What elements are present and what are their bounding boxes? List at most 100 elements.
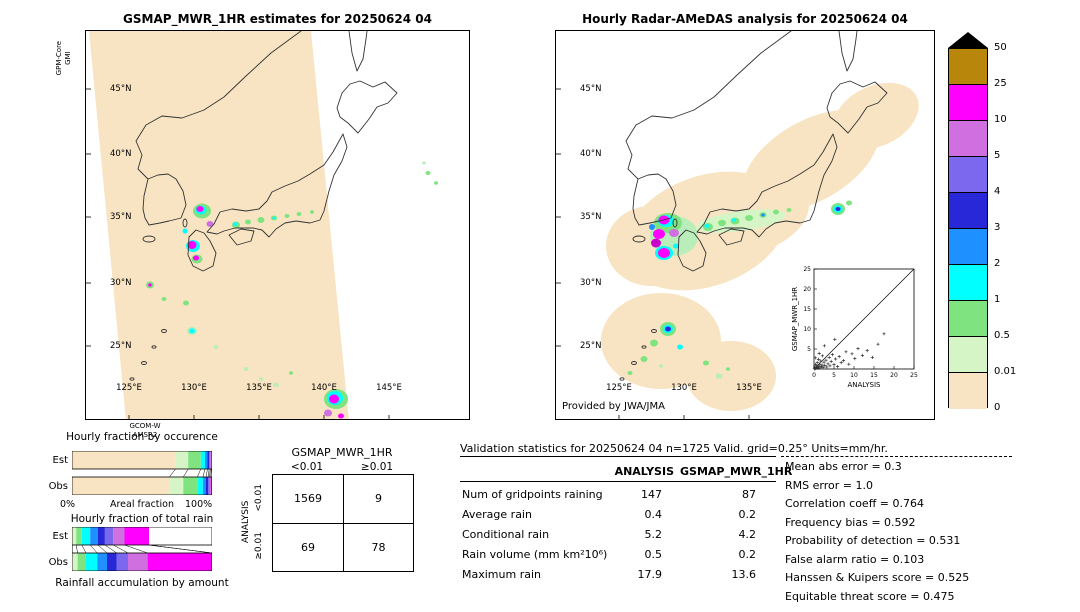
lon-tick-label: 140°E: [311, 383, 337, 393]
score-rms-error: RMS error = 1.0: [785, 479, 873, 492]
totalrain-obs-label: Obs: [48, 557, 68, 568]
lat-tick-label: 45°N: [110, 84, 132, 94]
colorbar-level-label: 0: [994, 402, 1001, 413]
colorbar-level-label: 1: [994, 294, 1001, 305]
lat-tick-label: 35°N: [580, 212, 602, 222]
svg-text:10: 10: [850, 372, 858, 379]
colorbar-level-label: 25: [994, 78, 1007, 89]
colorbar-level-label: 0.5: [994, 330, 1010, 341]
totalrain-est-label: Est: [52, 531, 68, 542]
colorbar-level-label: 10: [994, 114, 1007, 125]
lon-tick-label: 125°E: [116, 383, 142, 393]
stat-analysis-value: 17.9: [637, 568, 663, 581]
bottom-label-line2: AMSR2: [132, 431, 158, 440]
contingency-col-header-1: <0.01: [290, 461, 324, 473]
validation-header-underline: [460, 481, 776, 482]
contingency-row-header-2: ≥0.01: [254, 532, 265, 560]
stat-row-label: Conditional rain: [462, 528, 550, 541]
colorbar-segments: [948, 48, 988, 409]
score-frequency-bias: Frequency bias = 0.592: [785, 516, 916, 529]
colorbar-labels: 50 25 10 5 4 3 2 1 0.5 0.01 0: [994, 42, 1038, 414]
colorbar-level-label: 5: [994, 150, 1001, 161]
totalrain-chart-title: Hourly fraction of total rain: [70, 513, 214, 525]
gpm-core-gmi-label: GPM-Core GMI: [55, 28, 73, 88]
stat-analysis-value: 147: [641, 488, 662, 501]
radar-amedas-map-panel: 0 5 10 15 20 25 5 10 15 20 25 ANALYSIS GSMAP_MWR_1…: [555, 30, 935, 420]
lon-tick-label: 145°E: [376, 383, 402, 393]
contingency-row-axis-label: ANALYSIS: [241, 500, 252, 544]
colorbar: [948, 32, 988, 409]
svg-text:5: 5: [807, 346, 811, 353]
radar-map-svg: 0 5 10 15 20 25 5 10 15 20 25 ANALYSIS GSMAP_MWR_1…: [556, 31, 920, 419]
score-probability-of-detection: Probability of detection = 0.531: [785, 534, 961, 547]
svg-text:20: 20: [803, 286, 811, 293]
colorbar-segment: [949, 121, 987, 157]
colorbar-segment: [949, 265, 987, 301]
stat-gsmap-value: 0.2: [738, 548, 757, 561]
colorbar-segment: [949, 301, 987, 337]
colorbar-segment: [949, 229, 987, 265]
gsmap-map-panel: 45°N 40°N 35°N 30°N 25°N 125°E 130°E 135°E 140°E…: [85, 30, 470, 420]
stat-gsmap-value: 87: [742, 488, 756, 501]
lon-tick-label: 135°E: [736, 383, 762, 393]
score-mean-abs-error: Mean abs error = 0.3: [785, 460, 902, 473]
lat-tick-label: 30°N: [580, 278, 602, 288]
scores-top-dashed-line: [781, 456, 1012, 457]
contingency-col-header-2: ≥0.01: [360, 461, 394, 473]
data-credit: Provided by JWA/JMA: [562, 401, 665, 412]
stat-gsmap-value: 13.6: [731, 568, 757, 581]
inset-scatter: 0 5 10 15 20 25 5 10 15 20 25 ANALYSIS GSMAP_MWR_1…: [788, 259, 920, 395]
stat-row-label: Num of gridpoints raining: [462, 488, 603, 501]
svg-text:15: 15: [803, 306, 811, 313]
stat-analysis-value: 5.2: [644, 528, 663, 541]
stat-row-label: Maximum rain: [462, 568, 541, 581]
contingency-row-header-1: <0.01: [254, 484, 265, 512]
bottom-label-line1: GCOM-W: [129, 422, 161, 430]
occurrence-x0: 0%: [60, 499, 76, 510]
colorbar-level-label: 4: [994, 186, 1001, 197]
totalrain-bars: [72, 527, 212, 571]
occurrence-xlabel: Areal fraction: [109, 499, 174, 510]
score-equitable-threat-score: Equitable threat score = 0.475: [785, 590, 955, 603]
inset-scatter-plot: 0 5 10 15 20 25 5 10 15 20 25: [788, 259, 920, 395]
svg-text:25: 25: [910, 372, 918, 379]
validation-title-underline: [460, 456, 776, 457]
validation-title: Validation statistics for 20250624 04 n=…: [460, 442, 888, 455]
lat-tick-label: 25°N: [580, 341, 602, 351]
contingency-table: 1569 9 69 78: [272, 474, 414, 572]
stat-row-label: Average rain: [462, 508, 532, 521]
lat-tick-label: 40°N: [580, 149, 602, 159]
gsmap-precip-cells: [146, 161, 438, 419]
inset-ylabel: GSMAP_MWR_1HR: [791, 287, 799, 351]
colorbar-segment: [949, 337, 987, 373]
left-map-title: GSMAP_MWR_1HR estimates for 20250624 04: [123, 12, 432, 26]
score-hanssen-kuipers-score: Hanssen & Kuipers score = 0.525: [785, 571, 970, 584]
score-correlation-coeff: Correlation coeff = 0.764: [785, 497, 924, 510]
analysis-precip-cells: [627, 200, 852, 379]
inset-xlabel: ANALYSIS: [847, 381, 881, 389]
svg-text:20: 20: [890, 372, 898, 379]
lat-tick-label: 35°N: [110, 212, 132, 222]
svg-text:10: 10: [803, 326, 811, 333]
lon-tick-label: 125°E: [606, 383, 632, 393]
occurrence-chart-title: Hourly fraction by occurence: [66, 431, 218, 443]
contingency-cell-ny: 9: [343, 475, 413, 523]
contingency-title: GSMAP_MWR_1HR: [291, 446, 393, 459]
gpm-swath: [89, 31, 349, 419]
colorbar-over-triangle: [948, 32, 988, 48]
right-map-title: Hourly Radar-AMeDAS analysis for 2025062…: [582, 12, 908, 26]
gsmap-map-svg: [86, 31, 438, 419]
stat-gsmap-value: 0.2: [738, 508, 757, 521]
colorbar-segment: [949, 85, 987, 121]
side-label-line1: GPM-Core: [54, 40, 63, 76]
colorbar-segment: [949, 49, 987, 85]
svg-text:15: 15: [870, 372, 878, 379]
svg-text:5: 5: [832, 372, 836, 379]
lat-tick-label: 25°N: [110, 341, 132, 351]
contingency-cell-nn: 1569: [294, 492, 322, 505]
stat-analysis-value: 0.5: [644, 548, 663, 561]
lat-tick-label: 40°N: [110, 149, 132, 159]
stat-gsmap-value: 4.2: [738, 528, 757, 541]
gcomw-amsr2-label: GCOM-W AMSR2: [105, 422, 185, 440]
